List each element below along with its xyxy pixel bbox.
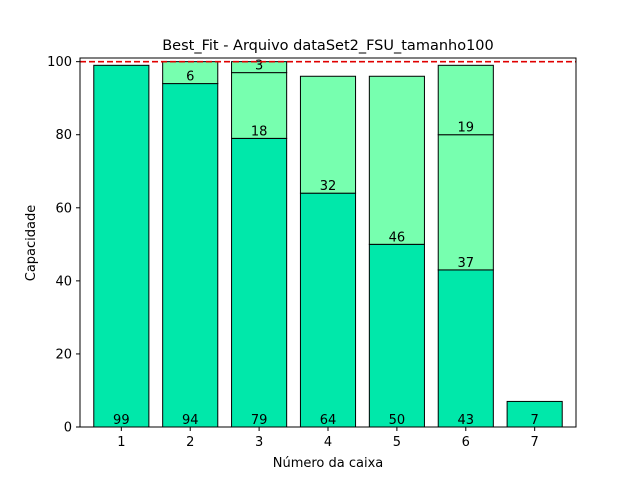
segment-label-box-5-1: 50 (389, 413, 406, 428)
x-axis: 1 2 3 4 5 6 7 (117, 427, 539, 450)
y-tick-label-80: 80 (55, 128, 72, 143)
x-tick-label-2: 2 (186, 435, 194, 450)
segment-label-box-3-3: 3 (255, 59, 263, 74)
segment-labels-group: 99 94 6 79 18 3 64 32 50 46 43 37 19 7 (113, 59, 539, 428)
segment-label-box-6-3: 19 (458, 121, 475, 136)
segment-label-box-2-1: 94 (182, 413, 199, 428)
x-axis-label: Número da caixa (273, 456, 384, 471)
segment-label-box-4-2: 32 (320, 179, 337, 194)
segment-label-box-4-1: 64 (320, 413, 337, 428)
bars-group (93, 61, 563, 428)
segment-label-box-6-1: 43 (458, 413, 475, 428)
bar-box-3-segment-3 (231, 61, 288, 74)
bar-box-6-segment-2 (437, 134, 494, 271)
segment-label-box-2-2: 6 (186, 70, 194, 85)
x-tick-label-1: 1 (117, 435, 125, 450)
bar-box-3-segment-2 (231, 72, 288, 139)
y-tick-label-20: 20 (55, 347, 72, 362)
bar-box-6-segment-1 (437, 269, 494, 428)
chart-title: Best_Fit - Arquivo dataSet2_FSU_tamanho1… (162, 38, 494, 54)
y-axis-label: Capacidade (24, 205, 39, 282)
y-tick-label-0: 0 (64, 421, 72, 436)
x-tick-label-6: 6 (462, 435, 470, 450)
x-tick-label-7: 7 (531, 435, 539, 450)
segment-label-box-3-2: 18 (251, 124, 268, 139)
x-tick-label-5: 5 (393, 435, 401, 450)
segment-label-box-5-2: 46 (389, 230, 406, 245)
y-tick-label-40: 40 (55, 274, 72, 289)
y-axis: 0 20 40 60 80 100 (47, 55, 80, 436)
segment-label-box-7-1: 7 (531, 413, 539, 428)
x-tick-label-3: 3 (255, 435, 263, 450)
y-tick-label-100: 100 (47, 55, 72, 70)
segment-label-box-6-2: 37 (458, 256, 475, 271)
bar-box-1-segment-1 (93, 64, 150, 428)
segment-label-box-1-1: 99 (113, 413, 130, 428)
segment-label-box-3-1: 79 (251, 413, 268, 428)
bar-box-2-segment-1 (162, 83, 219, 428)
x-tick-label-4: 4 (324, 435, 332, 450)
bar-box-5-segment-1 (368, 243, 425, 428)
bar-box-4-segment-1 (299, 192, 357, 428)
y-tick-label-60: 60 (55, 201, 72, 216)
bar-box-6-segment-3 (437, 64, 494, 136)
bar-box-5-segment-2 (368, 75, 425, 245)
bar-box-3-segment-1 (231, 137, 288, 428)
bar-box-4-segment-2 (299, 75, 357, 194)
